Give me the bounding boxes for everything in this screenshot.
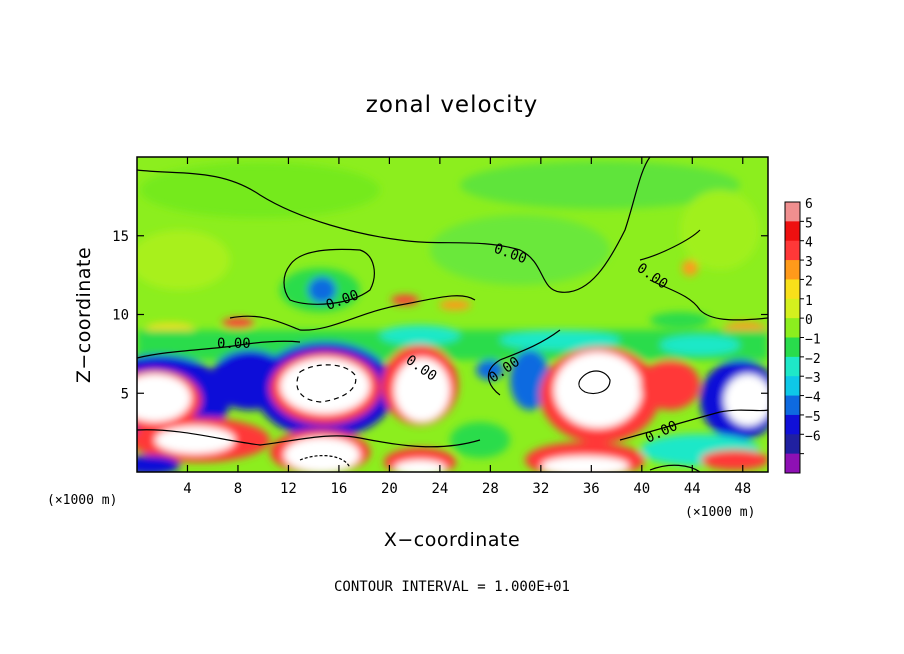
y-axis: 5 10 15: [112, 229, 768, 402]
colorbar-swatch: [785, 298, 800, 319]
plot-area: [137, 157, 768, 472]
colorbar-swatch: [785, 434, 800, 455]
colorbar-label: −2: [805, 352, 821, 367]
colorbar-swatch: [785, 376, 800, 397]
colorbar-swatch: [785, 202, 800, 222]
contour-interval-footer: CONTOUR INTERVAL = 1.000E+01: [334, 579, 570, 595]
x-tick-label: 32: [532, 481, 549, 497]
x-tick-label: 36: [583, 481, 600, 497]
x-tick-label: 4: [183, 481, 191, 497]
x-tick-label: 48: [734, 481, 751, 497]
chart-title: zonal velocity: [366, 92, 538, 118]
contour-label: 0.00: [217, 336, 251, 352]
colorbar-label: 5: [805, 216, 813, 231]
colorbar-swatch: [785, 356, 800, 377]
y-tick-label: 5: [121, 386, 129, 402]
colorbar-label: 1: [805, 294, 813, 309]
y-tick-label: 15: [112, 229, 129, 245]
colorbar-label: −5: [805, 410, 821, 425]
x-tick-label: 40: [633, 481, 650, 497]
colorbar-label: 3: [805, 255, 813, 270]
colorbar-swatch: [785, 337, 800, 358]
colorbar-label: −6: [805, 429, 821, 444]
x-axis-label: X−coordinate: [384, 529, 520, 551]
x-tick-label: 24: [431, 481, 448, 497]
colorbar-swatch: [785, 395, 800, 416]
y-tick-label: 10: [112, 308, 129, 324]
colorbar-swatch: [785, 221, 800, 242]
colorbar-swatch: [785, 318, 800, 338]
x-axis: 4 8 12 16 20 24 28 32 36 40 44 48: [183, 157, 751, 497]
x-tick-label: 44: [684, 481, 701, 497]
colorbar-swatch: [785, 260, 800, 280]
colorbar-label: −3: [805, 371, 821, 386]
x-tick-label: 16: [330, 481, 347, 497]
colorbar-label: 6: [805, 197, 813, 212]
colorbar-label: 2: [805, 274, 813, 289]
colorbar-swatch: [785, 453, 800, 474]
colorbar-label: 4: [805, 236, 813, 251]
y-axis-label: Z−coordinate: [73, 247, 95, 383]
x-unit-right: (×1000 m): [685, 505, 755, 520]
x-tick-label: 28: [482, 481, 499, 497]
colorbar-label: 0: [805, 313, 813, 328]
colorbar: 6 5 4 3 2 1 0 −1 −2 −3 −4 −5 −6: [784, 197, 821, 474]
colorbar-label: −4: [805, 391, 821, 406]
x-tick-label: 8: [234, 481, 242, 497]
x-tick-label: 12: [280, 481, 297, 497]
colorbar-swatch: [785, 414, 800, 435]
x-tick-label: 20: [381, 481, 398, 497]
colorbar-swatch: [785, 279, 800, 300]
contour-labels: 0.00 0.00 0.00 0.00 0.00 0.00 0.00: [217, 241, 680, 447]
colorbar-swatch: [785, 240, 800, 261]
x-unit-left: (×1000 m): [47, 493, 117, 508]
colorbar-label: −1: [805, 333, 821, 348]
